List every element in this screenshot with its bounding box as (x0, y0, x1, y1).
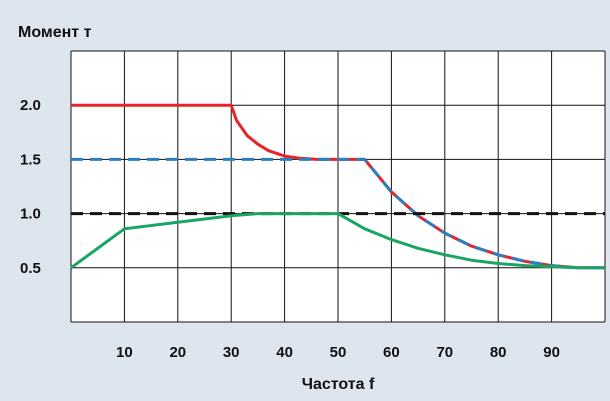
x-tick-label: 70 (436, 344, 453, 361)
x-tick-label: 60 (383, 344, 400, 361)
x-tick-label: 10 (116, 344, 133, 361)
y-tick-label: 1.5 (20, 151, 41, 168)
x-tick-label: 50 (330, 344, 347, 361)
x-axis-label: Частота f (302, 376, 375, 393)
y-axis-label: Момент т (18, 24, 92, 41)
y-tick-label: 2.0 (20, 97, 41, 114)
x-tick-label: 80 (490, 344, 507, 361)
x-tick-label: 40 (276, 344, 293, 361)
x-tick-label: 30 (223, 344, 240, 361)
x-tick-label: 90 (543, 344, 560, 361)
y-tick-label: 0.5 (20, 260, 41, 277)
x-tick-label: 20 (169, 344, 186, 361)
y-tick-label: 1.0 (20, 206, 41, 223)
